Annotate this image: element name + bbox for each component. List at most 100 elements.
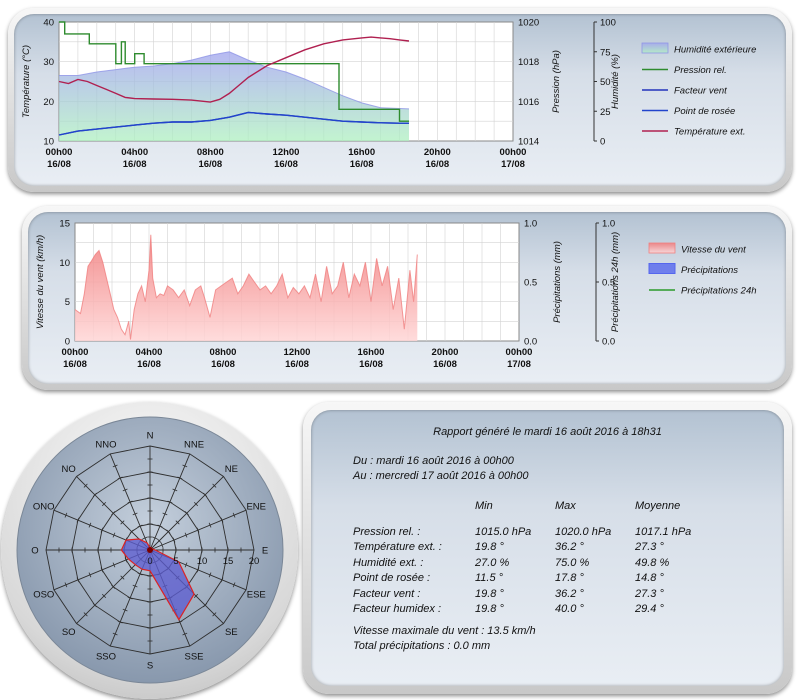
radar-tick [112,632,118,636]
y-left-tick: 40 [43,18,54,29]
row-min: 1015.0 hPa [475,525,532,538]
radar-tick [220,577,224,583]
radar-tick [232,582,236,588]
report-total-rain: Total précipitations : 0.0 mm [353,640,491,652]
radar-tick [208,572,212,578]
radar-tick [92,492,97,497]
row-label: Facteur vent : [353,587,421,600]
x-tick-label: 16/08 [359,359,383,370]
x-tick-label: 16/08 [285,359,309,370]
row-max: 17.8 ° [555,572,584,585]
radar-tick [175,520,180,525]
radar-center [147,547,153,553]
series-line-0 [59,51,410,110]
y-right1-tick: 0.5 [524,278,537,289]
column-header: Max [555,500,576,512]
direction-label: OSO [33,590,54,601]
x-tick-label: 12h00 [273,147,300,158]
y-right2-tick: 50 [600,77,611,88]
legend-swatch [648,242,676,254]
x-tick-label: 16/08 [425,159,449,170]
row-max: 36.2 ° [555,587,584,600]
radar-tick [101,593,107,599]
radar-tick [112,562,116,568]
y-left-tick: 10 [59,258,70,269]
row-min: 19.8 ° [475,541,504,554]
row-avg: 1017.1 hPa [635,525,692,538]
report-max-wind: Vitesse maximale du vent : 13.5 km/h [353,625,536,637]
row-label: Pression rel. : [353,525,421,538]
direction-label: S [147,661,153,672]
x-tick-label: 16h00 [358,347,385,358]
table-row: Point de rosée : 11.5 ° 17.8 ° 14.8 ° [353,571,715,587]
row-min: 27.0 % [475,556,510,569]
row-avg: 27.3 ° [635,587,664,600]
report: Rapport généré le mardi 16 août 2016 à 1… [311,410,784,686]
y-left-tick: 5 [65,297,70,308]
y-right1-tick: 1014 [518,137,539,148]
direction-label: NNE [184,439,204,450]
row-max: 40.0 ° [555,603,584,616]
radar-tick [184,511,189,516]
x-tick-label: 16/08 [47,159,71,170]
row-min: 19.8 ° [475,587,504,600]
x-tick-label: 17/08 [507,359,531,370]
report-table-header: Min Max Moyenne [353,496,715,516]
y-left-label: Température (°C) [21,45,32,118]
y-left-tick: 10 [43,137,54,148]
radar-tick [132,512,138,516]
radar-tick [112,532,116,538]
table-row: Température ext. : 19.8 ° 36.2 ° 27.3 ° [353,540,715,556]
row-max: 75.0 % [555,556,590,569]
x-tick-label: 16/08 [137,359,161,370]
x-tick-label: 00h00 [500,147,527,158]
radar-tick [64,582,68,588]
y-right1-tick: 1016 [518,97,539,108]
direction-label: NNO [95,439,116,450]
radar-tick [111,584,116,589]
wind-rose: 0 5 10 15 20 N NNE NE ENE E ESE SE SSE S SSO SO OSO O ONO N… [16,416,284,684]
direction-label: SO [62,627,76,638]
legend-label: Vitesse du vent [681,245,746,256]
radar-tick [220,517,224,523]
weather-chart: 00h0016/0804h0016/0808h0016/0812h0016/08… [21,18,756,171]
series-line-4 [58,36,410,103]
report-table: Min Max Moyenne Pression rel. : 1015.0 h… [353,496,715,617]
radar-tick [127,596,133,600]
radar-tick [112,464,118,468]
radar-tick [111,511,116,516]
radar-tick [137,524,143,528]
legend-label: Point de rosée [674,106,735,117]
y-right2-label: Précipitations 24h (mm) [610,232,621,332]
legend-label: Facteur vent [674,86,727,97]
x-tick-label: 04h00 [121,147,148,158]
x-tick-label: 00h00 [62,347,89,358]
y-left-tick: 0 [65,337,70,348]
radar-tick [122,488,128,492]
radar-tick [162,512,168,516]
table-row: Humidité ext. : 27.0 % 75.0 % 49.8 % [353,555,715,571]
direction-label: O [31,546,38,557]
legend-label: Température ext. [674,127,745,138]
row-label: Point de rosée : [353,572,431,585]
direction-label: SSO [96,652,116,663]
table-row: Facteur humidex : 19.8 ° 40.0 ° 29.4 ° [353,602,715,618]
radar-tick [124,557,128,563]
x-tick-label: 17/08 [501,159,525,170]
row-min: 11.5 ° [475,572,504,585]
radar-tick [182,464,188,468]
y-right2-label: Humidité (%) [610,54,621,109]
radar-tick [142,536,148,540]
y-right2-tick: 0.0 [602,337,615,348]
y-left-tick: 30 [43,57,54,68]
radar-ring-label: 15 [223,556,234,567]
legend-label: Précipitations 24h [681,286,757,297]
radar-tick [83,612,88,617]
row-label: Température ext. : [353,541,442,554]
radar-ring-label: 5 [173,556,178,567]
x-tick-label: 00h00 [506,347,533,358]
y-right1-tick: 0.0 [524,337,537,348]
radar-tick [76,577,80,583]
x-tick-label: 08h00 [197,147,224,158]
report-title: Rapport généré le mardi 16 août 2016 à 1… [433,426,662,438]
